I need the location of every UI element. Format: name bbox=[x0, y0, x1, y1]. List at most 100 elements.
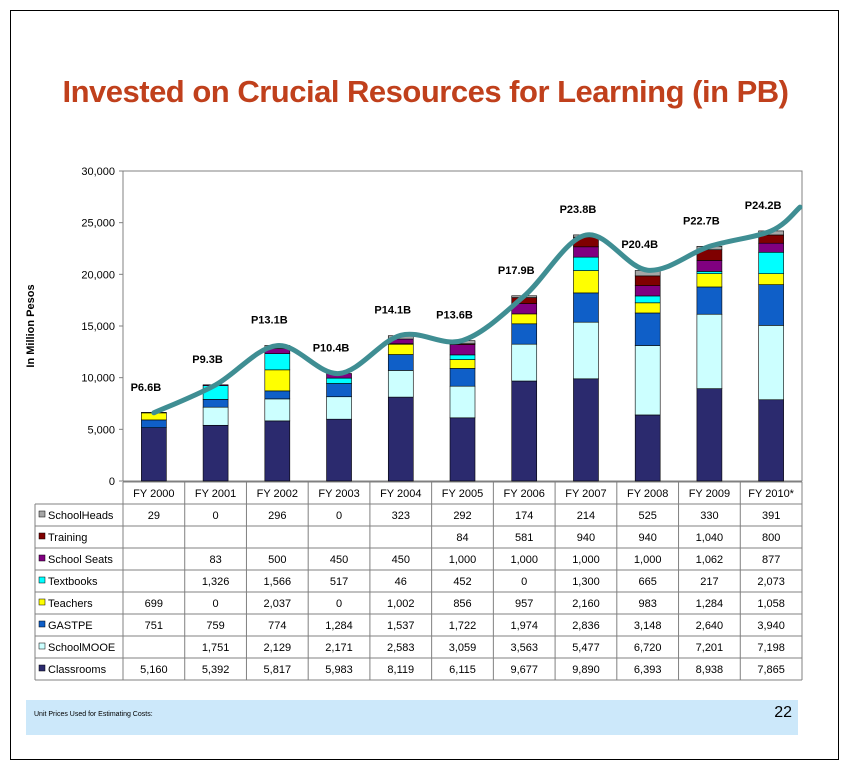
bar-segment-schoolmooe bbox=[511, 343, 538, 382]
bar-segment-classrooms bbox=[449, 417, 476, 482]
table-cell-value: 9,890 bbox=[572, 664, 600, 676]
table-cell-value: 983 bbox=[639, 598, 657, 610]
table-cell-value: 296 bbox=[268, 510, 286, 522]
table-cell-value: 3,148 bbox=[634, 620, 662, 632]
table-cell-value: 5,477 bbox=[572, 642, 600, 654]
bar-segment-gastpe bbox=[511, 323, 538, 345]
x-category-label: FY 2007 bbox=[565, 488, 606, 500]
table-cell-value: 1,058 bbox=[757, 598, 785, 610]
table-cell-value: 1,000 bbox=[449, 554, 477, 566]
x-category-label: FY 2006 bbox=[504, 488, 545, 500]
table-cell-value: 1,040 bbox=[696, 532, 724, 544]
table-cell-value: 1,300 bbox=[572, 576, 600, 588]
table-cell-value: 5,983 bbox=[325, 664, 353, 676]
bar-segment-gastpe bbox=[141, 419, 167, 428]
table-cell-value: 8,119 bbox=[387, 664, 414, 676]
x-category-label: FY 2009 bbox=[689, 488, 730, 500]
table-cell-value: 2,037 bbox=[264, 598, 292, 610]
footer-bar: Unit Prices Used for Estimating Costs: 2… bbox=[26, 700, 798, 735]
table-cell-value: 6,720 bbox=[634, 642, 662, 654]
bar-segment-training bbox=[634, 275, 661, 286]
table-cell-value: 940 bbox=[639, 532, 657, 544]
table-cell-value: 856 bbox=[453, 598, 471, 610]
table-cell-value: 3,940 bbox=[757, 620, 785, 632]
table-cell-value: 1,722 bbox=[449, 620, 477, 632]
table-cell-value: 84 bbox=[456, 532, 468, 544]
table-cell-value: 46 bbox=[395, 576, 407, 588]
bar-segment-classrooms bbox=[264, 420, 291, 482]
legend-swatch bbox=[38, 532, 46, 540]
bar-segment-schoolmooe bbox=[696, 313, 723, 389]
bar-segment-schoolmooe bbox=[634, 345, 661, 416]
legend-swatch bbox=[38, 554, 46, 562]
total-annotation: P13.1B bbox=[251, 315, 288, 327]
bar-segment-textbooks bbox=[264, 353, 291, 371]
table-cell-value: 391 bbox=[762, 510, 780, 522]
bar-segment-classrooms bbox=[387, 396, 414, 482]
table-cell-value: 699 bbox=[145, 598, 163, 610]
table-cell-value: 517 bbox=[330, 576, 348, 588]
table-cell-value: 1,974 bbox=[510, 620, 538, 632]
table-cell-value: 214 bbox=[577, 510, 595, 522]
page-number: 22 bbox=[774, 704, 792, 721]
bar-segment-gastpe bbox=[326, 383, 352, 398]
table-cell-value: 8,938 bbox=[696, 664, 724, 676]
y-tick-label: 15,000 bbox=[81, 321, 115, 333]
total-annotation: P17.9B bbox=[498, 265, 535, 277]
slide-frame bbox=[10, 10, 839, 760]
table-cell-value: 7,198 bbox=[757, 642, 785, 654]
legend-swatch bbox=[38, 664, 46, 672]
legend-label: Classrooms bbox=[48, 664, 107, 676]
table-cell-value: 581 bbox=[515, 532, 533, 544]
total-annotation: P13.6B bbox=[436, 309, 473, 321]
table-cell-value: 1,000 bbox=[634, 554, 662, 566]
table-cell-value: 957 bbox=[515, 598, 533, 610]
legend-swatch bbox=[38, 510, 46, 518]
bar-segment-textbooks bbox=[634, 295, 661, 304]
total-annotation: P23.8B bbox=[560, 204, 597, 216]
bar-segment-school-seats bbox=[634, 285, 661, 297]
table-cell-value: 7,201 bbox=[696, 642, 724, 654]
table-cell-value: 330 bbox=[700, 510, 718, 522]
table-cell-value: 3,563 bbox=[510, 642, 538, 654]
table-cell-value: 2,129 bbox=[264, 642, 292, 654]
bar-segment-classrooms bbox=[634, 414, 661, 482]
legend-label: SchoolMOOE bbox=[48, 642, 115, 654]
bar-segment-schoolmooe bbox=[387, 370, 414, 398]
legend-swatch bbox=[38, 598, 46, 606]
page-title: Invested on Crucial Resources for Learni… bbox=[62, 74, 789, 109]
y-tick-label: 30,000 bbox=[81, 166, 115, 178]
table-cell-value: 174 bbox=[515, 510, 533, 522]
bar-segment-teachers bbox=[264, 369, 291, 392]
table-cell-value: 450 bbox=[330, 554, 348, 566]
x-category-label: FY 2004 bbox=[380, 488, 421, 500]
x-category-label: FY 2001 bbox=[195, 488, 236, 500]
table-cell-value: 1,284 bbox=[325, 620, 353, 632]
table-cell-value: 800 bbox=[762, 532, 780, 544]
bar-segment-textbooks bbox=[573, 256, 599, 271]
bar-segment-gastpe bbox=[696, 286, 723, 315]
bar-segment-gastpe bbox=[449, 368, 476, 387]
stacked-bar-chart: 0 5,000 10,000 15,000 20,000 25,000 30,000 In M… bbox=[25, 166, 803, 681]
x-category-label: FY 2008 bbox=[627, 488, 668, 500]
table-cell-value: 774 bbox=[268, 620, 286, 632]
table-cell-value: 1,002 bbox=[387, 598, 415, 610]
bar-segment-classrooms bbox=[202, 424, 229, 482]
table-cell-value: 2,836 bbox=[572, 620, 600, 632]
table-cell-value: 5,817 bbox=[264, 664, 292, 676]
table-cell-value: 1,062 bbox=[696, 554, 724, 566]
legend-swatch bbox=[38, 576, 46, 584]
y-tick-label: 5,000 bbox=[87, 424, 115, 436]
table-cell-value: 759 bbox=[206, 620, 224, 632]
legend-label: GASTPE bbox=[48, 620, 93, 632]
table-cell-value: 29 bbox=[148, 510, 160, 522]
total-annotation: P24.2B bbox=[745, 200, 782, 212]
table-cell-value: 1,537 bbox=[387, 620, 415, 632]
table-cell-value: 83 bbox=[209, 554, 221, 566]
y-axis-label: In Million Pesos bbox=[25, 284, 37, 367]
bar-segment-textbooks bbox=[696, 271, 723, 274]
bar-segment-textbooks bbox=[449, 354, 476, 360]
bar-segment-teachers bbox=[634, 302, 661, 314]
bar-segment-teachers bbox=[696, 273, 723, 288]
bar-segment-classrooms bbox=[573, 378, 599, 482]
